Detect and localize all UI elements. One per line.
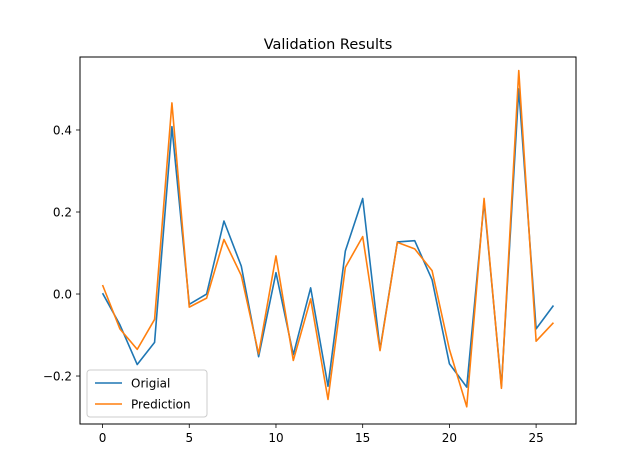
x-tick-label: 20 bbox=[442, 431, 457, 445]
legend-label-prediction: Prediction bbox=[131, 398, 191, 412]
plot-area bbox=[79, 56, 577, 425]
y-tick-label: 0.4 bbox=[53, 123, 72, 137]
y-tick-label: 0.2 bbox=[53, 206, 72, 220]
legend-label-origial: Origial bbox=[131, 377, 170, 391]
plot-frame bbox=[79, 56, 577, 425]
y-axis: −0.2 0.0 0.2 0.4 bbox=[43, 123, 80, 384]
x-tick-label: 10 bbox=[268, 431, 283, 445]
x-tick-label: 25 bbox=[528, 431, 543, 445]
legend: Origial Prediction bbox=[86, 369, 208, 418]
x-axis: 0 5 10 15 20 25 bbox=[99, 424, 544, 445]
series-layer bbox=[101, 69, 555, 408]
y-tick-label: −0.2 bbox=[43, 370, 72, 384]
y-tick-label: 0.0 bbox=[53, 288, 72, 302]
x-tick-label: 0 bbox=[99, 431, 107, 445]
series-line-prediction bbox=[101, 69, 555, 408]
chart-title: Validation Results bbox=[264, 37, 393, 53]
x-tick-label: 15 bbox=[355, 431, 370, 445]
legend-box bbox=[86, 369, 208, 418]
x-tick-label: 5 bbox=[185, 431, 193, 445]
